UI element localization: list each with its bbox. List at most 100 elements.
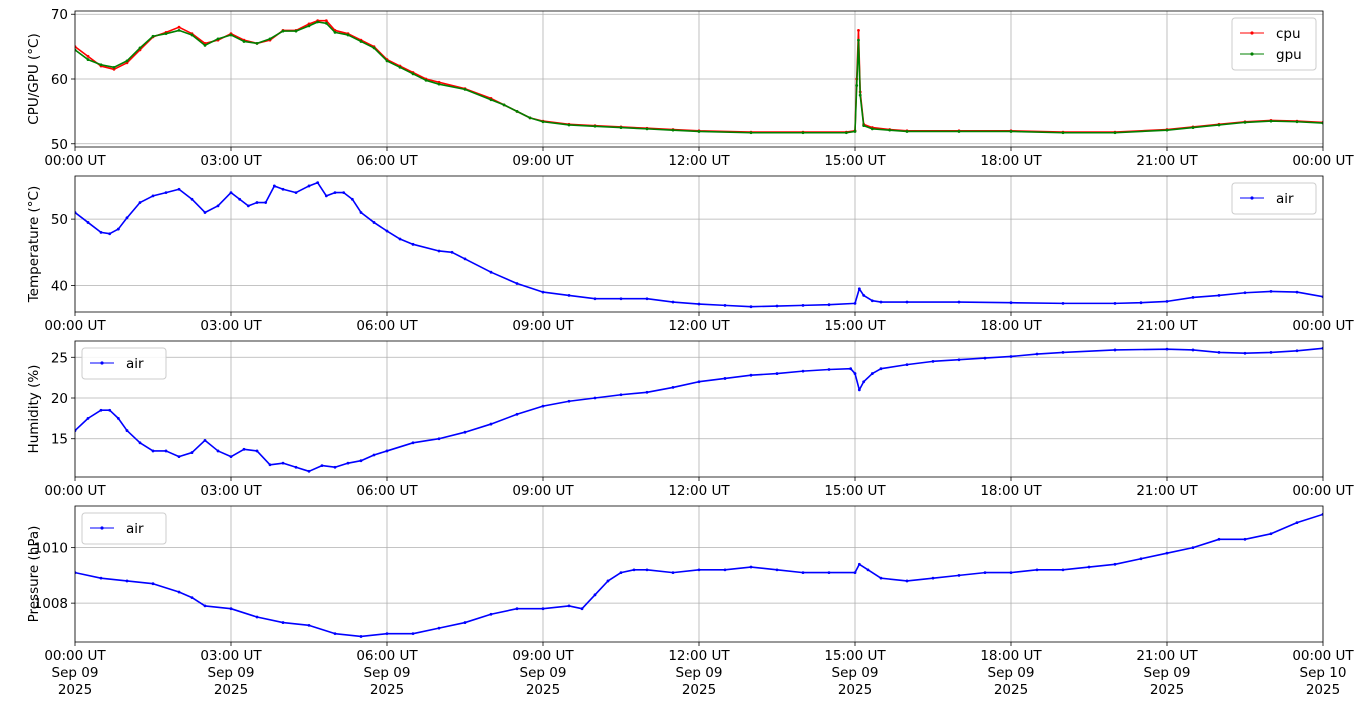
x-tick-label: 21:00 UT <box>1136 318 1198 334</box>
data-point <box>983 356 987 360</box>
data-point <box>1139 301 1143 305</box>
data-point <box>86 58 90 61</box>
x-tick-label: 18:00 UT <box>980 648 1042 664</box>
data-point <box>957 358 961 362</box>
y-tick-label: 50 <box>51 137 68 153</box>
x-tick-label: 2025 <box>1306 682 1340 698</box>
data-point <box>1295 521 1299 525</box>
legend: air <box>81 512 167 545</box>
data-point <box>1165 551 1169 555</box>
data-point <box>606 579 610 583</box>
data-point <box>242 447 246 451</box>
y-tick-label: 15 <box>51 432 68 448</box>
data-point <box>619 571 623 575</box>
data-point <box>1061 131 1065 135</box>
x-tick-label: Sep 09 <box>832 665 879 681</box>
data-point <box>242 40 246 43</box>
data-point <box>437 80 441 84</box>
data-point <box>346 33 350 37</box>
data-point <box>342 191 346 194</box>
data-point <box>108 408 112 412</box>
data-point <box>151 582 155 586</box>
data-point <box>844 131 848 135</box>
x-tick-label: 21:00 UT <box>1136 648 1198 664</box>
y-tick-label: 40 <box>51 278 68 294</box>
plot-frame <box>74 175 1324 313</box>
data-point <box>216 204 220 208</box>
legend-marker-air <box>1250 196 1254 200</box>
plot-frame <box>74 505 1324 643</box>
data-point <box>489 422 493 426</box>
data-point <box>463 257 467 261</box>
data-point <box>424 78 428 82</box>
data-point <box>515 282 519 285</box>
data-point <box>541 404 545 408</box>
data-point <box>307 22 311 26</box>
x-tick-label: 12:00 UT <box>668 153 730 169</box>
data-point <box>1295 349 1299 353</box>
data-point <box>164 191 168 194</box>
data-point <box>359 459 363 463</box>
data-point <box>437 82 441 86</box>
data-point <box>86 221 90 224</box>
data-point <box>203 211 207 214</box>
data-point <box>333 191 337 194</box>
legend-box <box>1231 17 1317 71</box>
data-point <box>632 568 636 572</box>
data-point <box>1191 546 1195 550</box>
data-point <box>879 300 883 304</box>
data-point <box>1009 301 1013 305</box>
data-point <box>1165 299 1169 303</box>
data-point <box>645 390 649 394</box>
data-point <box>857 38 860 42</box>
chart-panel-2: 00:00 UT 03:00 UT 06:00 UT 09:00 UT 12:00 UT… <box>26 175 1354 334</box>
data-point <box>177 25 181 29</box>
data-point <box>541 290 545 294</box>
data-point <box>385 59 389 63</box>
y-tick-label: 25 <box>51 350 68 366</box>
data-point <box>857 562 861 566</box>
data-point <box>515 109 519 113</box>
data-point <box>99 576 103 580</box>
data-point <box>398 65 402 69</box>
y-tick-label: 20 <box>51 391 68 407</box>
data-point <box>593 396 597 400</box>
data-point <box>294 191 298 194</box>
y-tick-label: 60 <box>51 72 68 88</box>
data-point <box>316 20 320 24</box>
data-point <box>489 612 493 616</box>
x-tick-label: 00:00 UT <box>1292 483 1354 499</box>
data-point <box>125 579 129 583</box>
data-point <box>593 593 597 597</box>
data-point <box>1009 130 1013 133</box>
data-point <box>1009 355 1013 358</box>
data-point <box>1191 126 1195 129</box>
data-point <box>324 19 328 23</box>
data-point <box>671 386 675 389</box>
data-point <box>1243 537 1247 541</box>
data-point <box>99 408 103 412</box>
x-tick-label: 15:00 UT <box>824 153 886 169</box>
data-point <box>645 127 649 131</box>
data-point <box>203 43 207 47</box>
data-point <box>411 72 415 76</box>
data-point <box>862 294 866 297</box>
series-gpu <box>75 20 1323 135</box>
data-point <box>333 465 337 469</box>
data-point <box>450 250 454 254</box>
data-point <box>112 65 116 69</box>
data-point <box>931 576 935 580</box>
data-point <box>857 388 861 392</box>
data-point <box>151 34 155 38</box>
x-tick-label: 06:00 UT <box>356 153 418 169</box>
data-point <box>164 32 168 36</box>
data-point <box>697 302 701 306</box>
data-point <box>801 369 805 373</box>
y-tick-label: 70 <box>51 7 68 23</box>
data-point <box>1139 557 1143 561</box>
data-point <box>541 120 545 124</box>
data-point <box>671 571 675 575</box>
data-point <box>849 367 853 371</box>
data-point <box>1269 290 1273 293</box>
